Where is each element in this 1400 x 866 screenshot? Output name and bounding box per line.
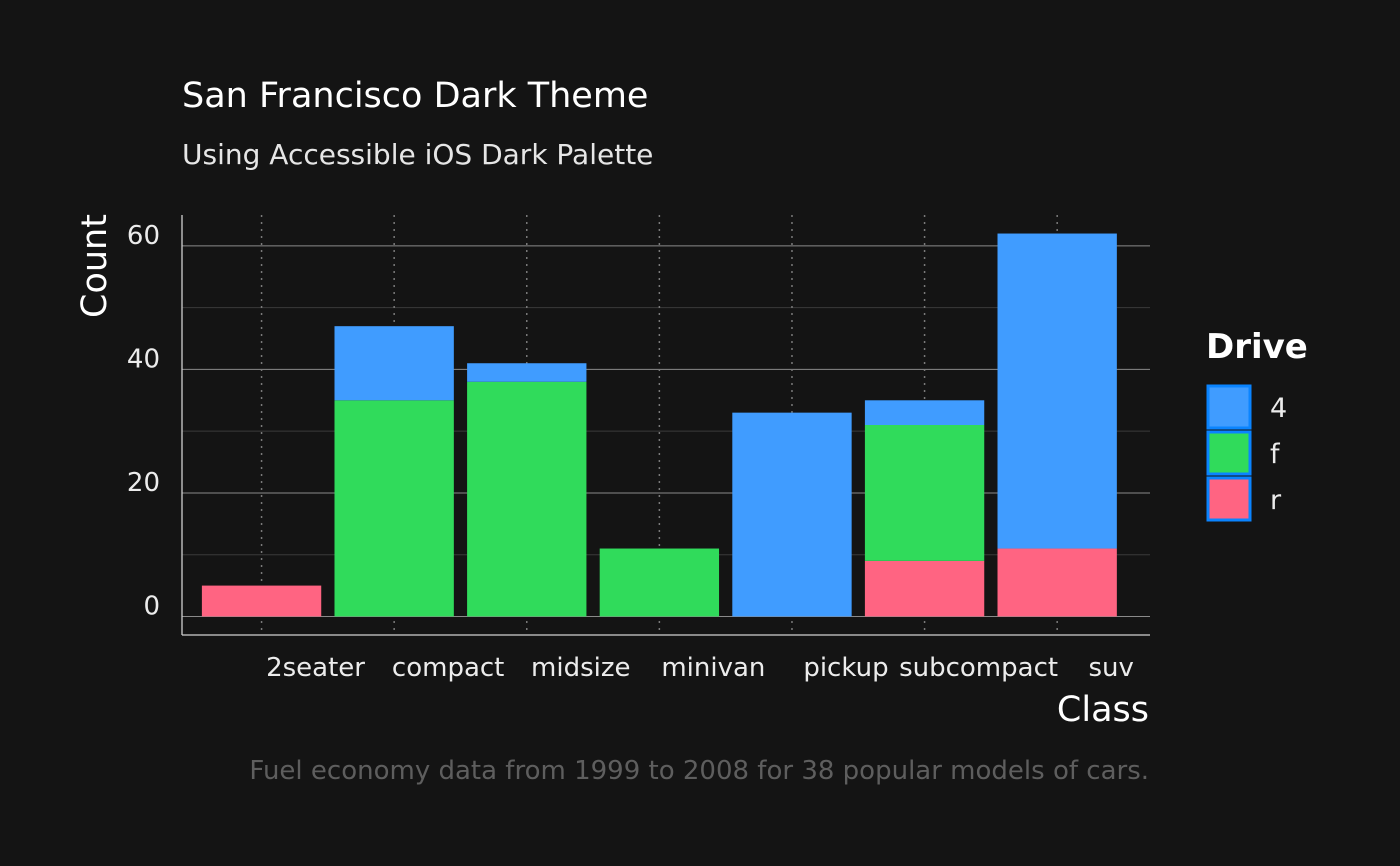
- bar-subcompact-4: [864, 400, 985, 425]
- chart-caption: Fuel economy data from 1999 to 2008 for …: [249, 756, 1149, 786]
- bar-compact-f: [334, 400, 454, 617]
- bar-pickup-4: [732, 412, 852, 617]
- x-tick-label: minivan: [661, 653, 765, 683]
- chart-subtitle: Using Accessible iOS Dark Palette: [182, 138, 653, 171]
- y-tick-label: 0: [143, 591, 160, 621]
- y-tick-labels: 0 20 40 60: [127, 221, 160, 622]
- y-axis-title: Count: [75, 214, 115, 318]
- axes: [181, 215, 1150, 636]
- y-tick-label: 20: [127, 468, 160, 498]
- bar-suv-4: [997, 233, 1117, 549]
- legend-title: Drive: [1206, 327, 1308, 367]
- legend-label-r: r: [1270, 485, 1282, 516]
- legend-key-r: [1206, 476, 1252, 522]
- bar-2seater-r: [201, 585, 322, 617]
- bar-suv-r: [997, 548, 1117, 617]
- y-tick-label: 40: [127, 344, 160, 374]
- x-tick-label: subcompact: [899, 653, 1058, 683]
- bar-midsize-f: [467, 381, 587, 617]
- x-tick-label: compact: [392, 653, 504, 683]
- x-tick-label: 2seater: [266, 653, 365, 683]
- chart-title: San Francisco Dark Theme: [182, 76, 648, 116]
- bar-minivan-f: [599, 548, 720, 617]
- legend-key-4: [1206, 384, 1252, 430]
- legend: Drive 4 fr: [1206, 327, 1308, 522]
- legend-key-f: [1206, 430, 1252, 476]
- bar-compact-4: [334, 326, 454, 401]
- x-tick-labels: 2seater compact midsize minivan pickup subcom…: [266, 653, 1134, 683]
- x-tick-label: pickup: [803, 653, 888, 683]
- x-tick-label: suv: [1088, 653, 1133, 683]
- bars: [201, 233, 1117, 617]
- y-tick-label: 60: [127, 221, 160, 251]
- x-axis-title: Class: [1057, 690, 1149, 730]
- bar-subcompact-r: [864, 560, 985, 617]
- bar-midsize-4: [467, 363, 587, 382]
- legend-label-4: 4: [1270, 393, 1287, 424]
- bar-subcompact-f: [864, 425, 985, 561]
- x-tick-label: midsize: [531, 653, 630, 683]
- legend-label-f: f: [1270, 439, 1281, 470]
